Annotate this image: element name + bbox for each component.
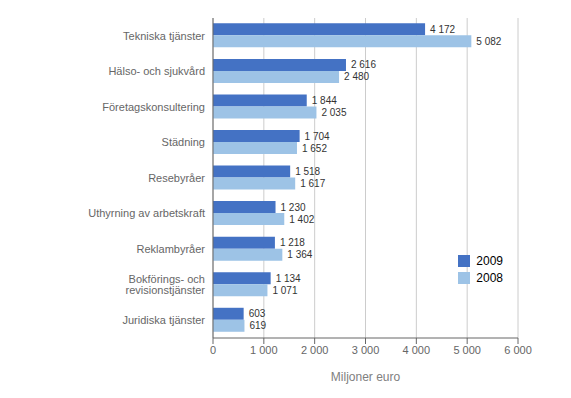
svg-text:Hälso- och sjukvård: Hälso- och sjukvård: [108, 65, 205, 77]
svg-text:1 230: 1 230: [281, 202, 306, 213]
svg-text:6 000: 6 000: [504, 344, 532, 356]
svg-text:4 000: 4 000: [403, 344, 431, 356]
svg-text:Företagskonsultering: Företagskonsultering: [102, 101, 205, 113]
html-text:2008: 2008: [476, 271, 503, 285]
svg-text:1 617: 1 617: [300, 178, 325, 189]
svg-text:1 134: 1 134: [276, 273, 301, 284]
svg-text:0: 0: [210, 344, 216, 356]
svg-text:3 000: 3 000: [352, 344, 380, 356]
svg-text:Juridiska tjänster: Juridiska tjänster: [122, 314, 205, 326]
svg-text:2 480: 2 480: [344, 71, 369, 82]
svg-text:2 035: 2 035: [321, 107, 346, 118]
svg-text:1 218: 1 218: [280, 237, 305, 248]
svg-text:1 652: 1 652: [302, 143, 327, 154]
svg-text:Miljoner euro: Miljoner euro: [331, 370, 401, 384]
svg-text:1 000: 1 000: [250, 344, 278, 356]
svg-text:1 844: 1 844: [312, 95, 337, 106]
svg-text:Städning: Städning: [162, 136, 205, 148]
svg-text:4 172: 4 172: [430, 24, 455, 35]
svg-text:5 082: 5 082: [476, 36, 501, 47]
svg-text:1 518: 1 518: [295, 166, 320, 177]
svg-text:1 071: 1 071: [272, 285, 297, 296]
svg-text:Tekniska tjänster: Tekniska tjänster: [123, 30, 205, 42]
svg-text:Reklambyråer: Reklambyråer: [137, 243, 206, 255]
svg-text:Uthyrning av arbetskraft: Uthyrning av arbetskraft: [88, 207, 205, 219]
svg-text:603: 603: [249, 308, 266, 319]
svg-text:619: 619: [249, 320, 266, 331]
html-text:2009: 2009: [476, 254, 503, 268]
svg-text:Bokförings- ochrevisionstjänst: Bokförings- ochrevisionstjänster: [126, 273, 206, 296]
svg-text:5 000: 5 000: [453, 344, 481, 356]
svg-text:1 364: 1 364: [287, 249, 312, 260]
svg-text:2 616: 2 616: [351, 59, 376, 70]
svg-text:Resebyråer: Resebyråer: [148, 172, 205, 184]
svg-text:1 704: 1 704: [305, 131, 330, 142]
svg-text:2 000: 2 000: [301, 344, 329, 356]
svg-text:1 402: 1 402: [289, 214, 314, 225]
